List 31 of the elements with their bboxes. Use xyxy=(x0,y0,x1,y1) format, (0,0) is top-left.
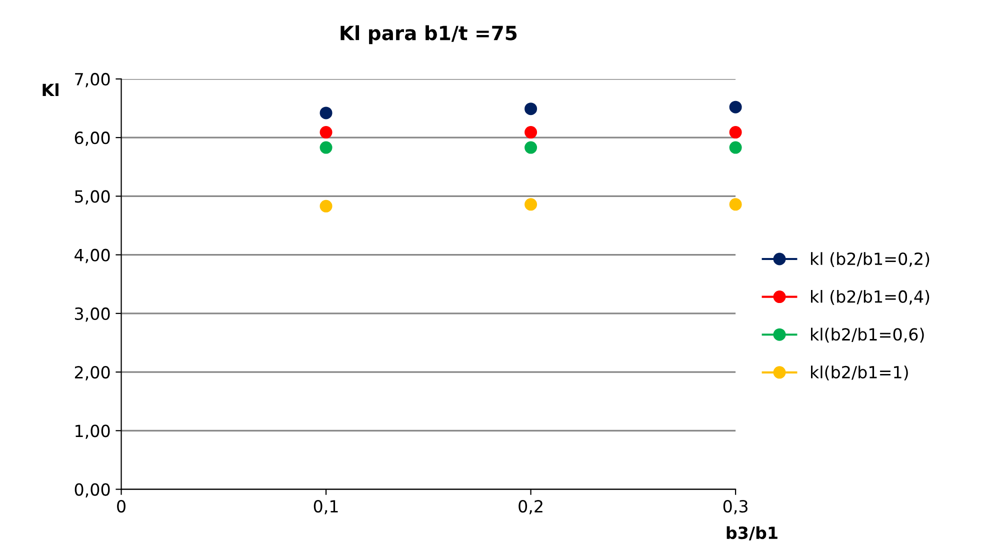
point xyxy=(524,102,538,116)
legend-label: kl(b2/b1=0,6) xyxy=(811,328,924,343)
point xyxy=(524,141,538,154)
y-tick-label: 3,00 xyxy=(75,307,110,322)
x-axis-title: b3/b1 xyxy=(726,526,778,540)
point xyxy=(320,126,332,139)
y-tick-label: 4,00 xyxy=(74,248,110,264)
y-tick-label: 0,00 xyxy=(74,483,110,498)
chart-title: Kl para b1/t =75 xyxy=(340,25,517,44)
x-tick-label: 0,2 xyxy=(518,500,542,514)
legend-label: kl(b2/b1=1) xyxy=(811,366,908,380)
point xyxy=(320,200,332,212)
y-tick-label: 2,00 xyxy=(74,366,110,380)
point xyxy=(524,126,538,139)
legend-label: kl (b2/b1=0,4) xyxy=(811,290,930,305)
y-axis-title: Kl xyxy=(42,83,58,96)
point xyxy=(320,141,332,154)
x-tick-label: 0,3 xyxy=(723,500,748,514)
point xyxy=(729,198,742,211)
point xyxy=(729,100,742,114)
x-tick-label: 0 xyxy=(117,500,126,513)
legend-label: kl (b2/b1=0,2) xyxy=(811,252,930,268)
point xyxy=(729,141,742,154)
y-tick-label: 7,00 xyxy=(75,72,110,88)
y-tick-label: 5,00 xyxy=(75,190,110,204)
point xyxy=(524,198,538,211)
point xyxy=(320,106,332,120)
x-tick-label: 0,1 xyxy=(314,500,338,514)
y-tick-label: 1,00 xyxy=(76,424,110,439)
point xyxy=(729,126,742,139)
y-tick-label: 6,00 xyxy=(74,132,110,146)
